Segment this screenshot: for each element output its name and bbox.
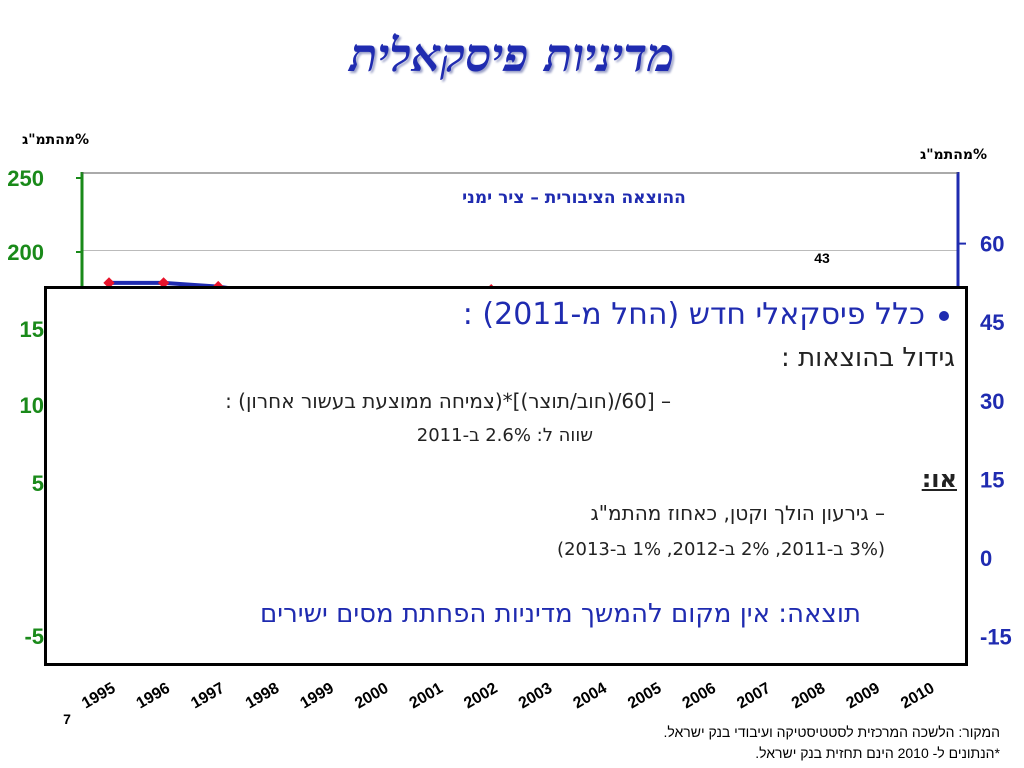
overlay-line-4: שווה ל: 2.6% ב-2011 bbox=[416, 425, 593, 446]
right-tick-label: 0 bbox=[980, 546, 992, 571]
right-tick-label: 45 bbox=[980, 310, 1004, 335]
bullet-icon bbox=[939, 310, 949, 321]
x-tick-label: 1998 bbox=[243, 680, 282, 713]
x-tick-label: 2001 bbox=[407, 680, 446, 713]
x-tick-label: 2009 bbox=[843, 680, 882, 713]
x-tick-label: 2000 bbox=[352, 680, 391, 713]
overlay-line-7: (3% ב-2011, 2% ב-2012, 1% ב-2013) bbox=[557, 539, 885, 560]
right-tick-label: 60 bbox=[980, 232, 1004, 257]
x-tick-label: 2008 bbox=[789, 680, 828, 713]
x-tick-label: 1995 bbox=[79, 680, 118, 713]
right-axis-ticks: -15 0 15 30 45 60 bbox=[958, 232, 1012, 650]
overlay-conclusion: תוצאה: אין מקום להמשך מדיניות הפחתת מסים… bbox=[260, 599, 861, 629]
left-axis-unit: %מהתמ"ג bbox=[22, 132, 90, 148]
x-axis-labels: 1995 1996 1997 1998 1999 2000 2001 2002 2003 2004… bbox=[79, 680, 937, 713]
page-title: מדיניות פיסקאלית bbox=[349, 28, 675, 82]
overlay-line-6: – גירעון הולך וקטן, כאחוז מהתמ"ג bbox=[590, 501, 885, 525]
overlay-line-5: או: bbox=[921, 465, 957, 493]
x-tick-label: 1999 bbox=[297, 680, 336, 713]
right-axis-unit: %מהתמ"ג bbox=[920, 147, 988, 163]
series-point bbox=[157, 277, 170, 289]
x-tick-label: 1997 bbox=[188, 680, 227, 713]
x-tick-label: 2004 bbox=[570, 680, 609, 713]
x-tick-label: 2005 bbox=[625, 680, 664, 713]
forecast-note: *הנתונים ל- 2010 הינם תחזית בנק ישראל. bbox=[755, 745, 1000, 761]
source-note: המקור: הלשכה המרכזית לסטטיסטיקה ועיבודי … bbox=[663, 724, 1000, 740]
x-tick-label: 2007 bbox=[734, 680, 773, 713]
left-tick-label: 10 bbox=[20, 393, 44, 418]
left-tick-label: 250 bbox=[7, 166, 44, 191]
annotation-43: 43 bbox=[814, 250, 830, 266]
x-tick-label: 2006 bbox=[680, 680, 719, 713]
left-tick-label: -5 bbox=[24, 624, 44, 649]
x-tick-label: 2003 bbox=[516, 680, 555, 713]
overlay-line-2: גידול בהוצאות : bbox=[781, 343, 955, 373]
left-tick-label: 200 bbox=[7, 240, 44, 265]
left-tick-label: 15 bbox=[20, 317, 44, 342]
right-tick-label: 30 bbox=[980, 389, 1004, 414]
right-tick-label: 15 bbox=[980, 467, 1004, 492]
x-tick-label: 1996 bbox=[134, 680, 173, 713]
x-tick-label: 2010 bbox=[898, 680, 937, 713]
right-tick-label: -15 bbox=[980, 625, 1012, 650]
x-tick-label: 2002 bbox=[461, 680, 500, 713]
fiscal-rule-overlay: כלל פיסקאלי חדש (החל מ-2011) : גידול בהו… bbox=[44, 286, 968, 666]
chart-inner-title: ההוצאה הציבורית – ציר ימני bbox=[462, 188, 686, 208]
annotation-7: 7 bbox=[63, 711, 71, 727]
overlay-line-3: – [60/(חוב/תוצר)]*(צמיחה ממוצעת בעשור אח… bbox=[225, 389, 671, 413]
overlay-bullet-heading: כלל פיסקאלי חדש (החל מ-2011) : bbox=[463, 297, 949, 332]
left-tick-label: 5 bbox=[32, 471, 44, 496]
overlay-line-1: כלל פיסקאלי חדש (החל מ-2011) : bbox=[462, 297, 925, 332]
